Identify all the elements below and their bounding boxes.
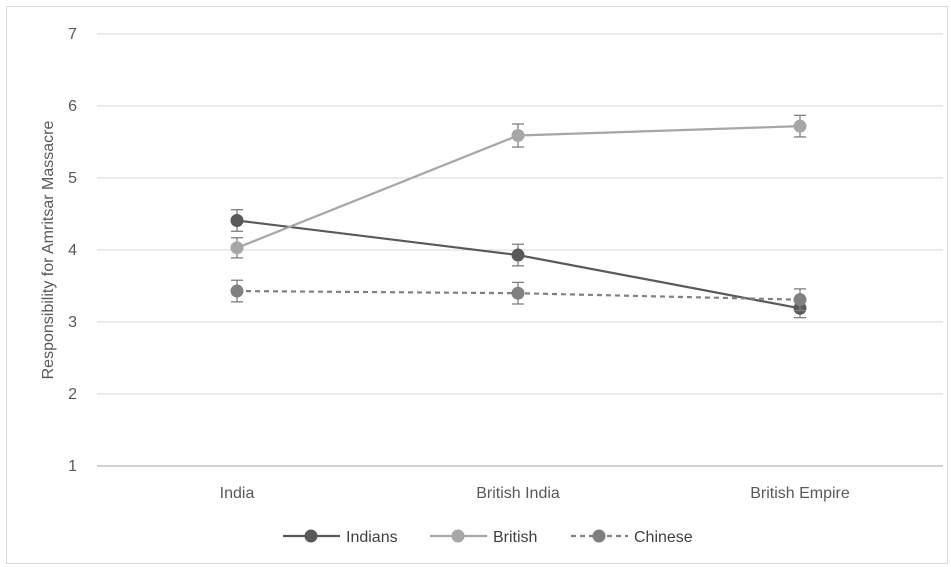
series-british — [230, 114, 807, 259]
x-tick-label: British Empire — [750, 485, 850, 502]
y-axis-title: Responsibility for Amritsar Massacre — [40, 121, 57, 380]
data-point — [230, 284, 244, 298]
data-point — [230, 213, 244, 227]
data-point — [793, 119, 807, 133]
y-tick-label: 7 — [68, 26, 77, 43]
legend-marker — [304, 529, 318, 543]
legend-label: Chinese — [634, 529, 693, 546]
y-tick-label: 5 — [68, 170, 77, 187]
series-chinese — [230, 279, 807, 312]
data-point — [793, 293, 807, 307]
legend-item-indians: Indians — [283, 529, 398, 546]
data-point — [511, 248, 525, 262]
gridlines — [97, 33, 943, 467]
y-tick-label: 4 — [68, 242, 77, 259]
legend-marker — [451, 529, 465, 543]
legend-item-british: British — [430, 529, 537, 546]
y-tick-label: 1 — [68, 458, 77, 475]
series-layer — [230, 114, 807, 319]
data-point — [511, 286, 525, 300]
x-tick-label: British India — [476, 485, 560, 502]
data-point — [511, 129, 525, 143]
y-tick-label: 3 — [68, 314, 77, 331]
chart-frame — [6, 6, 948, 564]
legend-label: Indians — [346, 529, 398, 546]
y-tick-label: 6 — [68, 98, 77, 115]
y-tick-labels: 1 2 3 4 5 6 7 — [68, 26, 77, 475]
x-tick-label: India — [220, 485, 255, 502]
x-tick-labels: India British India British Empire — [220, 485, 850, 502]
data-point — [230, 241, 244, 255]
y-tick-label: 2 — [68, 386, 77, 403]
legend: Indians British Chinese — [283, 529, 693, 546]
legend-item-chinese: Chinese — [571, 529, 693, 546]
legend-label: British — [493, 529, 537, 546]
legend-marker — [592, 529, 606, 543]
